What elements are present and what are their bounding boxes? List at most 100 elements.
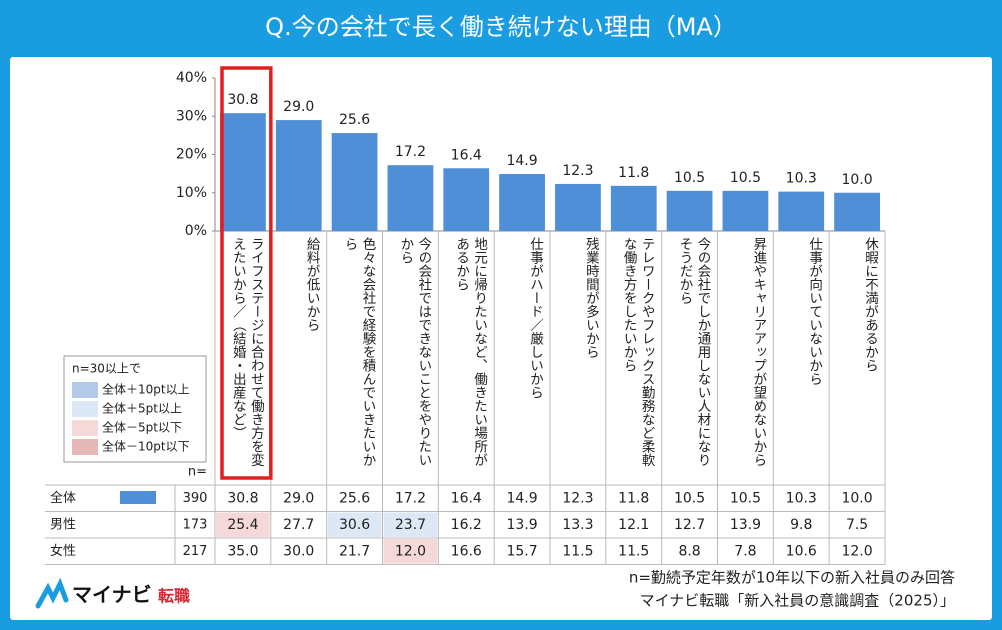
bar <box>387 165 434 231</box>
category-label: 給料が低いから <box>303 237 320 332</box>
category-label: テレワークやフレックス勤務など柔軟な働き方をしたいから <box>620 237 655 467</box>
bar <box>499 174 545 231</box>
cell: 7.8 <box>734 543 756 559</box>
cell: 12.0 <box>841 543 872 559</box>
cell: 10.5 <box>674 490 705 506</box>
category-label: 今の会社ではできないことをやりたいから <box>397 237 432 467</box>
cell: 17.2 <box>395 490 426 506</box>
cell: 29.0 <box>283 490 314 506</box>
cell: 30.0 <box>283 543 314 559</box>
value-label: 11.8 <box>618 165 649 181</box>
bar <box>555 183 601 231</box>
cell: 10.5 <box>730 490 761 506</box>
logo-sub: 転職 <box>158 587 190 606</box>
bar <box>778 191 825 231</box>
category-label: 昇進やキャリアアップが望めないから <box>750 237 767 467</box>
row-n: 217 <box>183 544 208 559</box>
logo-mark <box>35 577 69 609</box>
cell: 10.3 <box>786 490 817 506</box>
cell-highlight <box>216 512 270 537</box>
cell: 12.7 <box>674 517 705 533</box>
cell: 8.8 <box>678 543 700 559</box>
bar <box>443 168 490 231</box>
cell: 30.8 <box>227 490 258 506</box>
value-label: 29.0 <box>283 99 314 115</box>
category-label: 色々な会社で経験を積んでいきたいから <box>341 237 376 467</box>
category-label: 残業時間が多いから <box>582 237 599 359</box>
table-swatch <box>120 491 156 504</box>
cell: 23.7 <box>395 517 426 533</box>
bar <box>610 185 657 231</box>
cell: 12.1 <box>618 517 649 533</box>
value-label: 10.3 <box>786 171 817 187</box>
cell: 12.3 <box>562 490 593 506</box>
row-label: 男性 <box>50 517 76 532</box>
cell-highlight <box>383 539 438 564</box>
bar <box>275 120 322 231</box>
legend-label: 全体＋10pt以上 <box>102 382 190 397</box>
cell: 9.8 <box>790 517 812 533</box>
legend-label: 全体＋5pt以上 <box>102 401 182 416</box>
bar <box>722 190 769 231</box>
cell: 16.6 <box>451 543 482 559</box>
cell: 11.5 <box>618 543 649 559</box>
cell-highlight <box>383 512 438 537</box>
value-label: 10.5 <box>730 170 761 186</box>
legend-swatch <box>72 382 98 398</box>
cell: 25.6 <box>339 490 370 506</box>
cell: 13.9 <box>506 517 537 533</box>
cell: 21.7 <box>339 543 370 559</box>
cell: 16.4 <box>451 490 482 506</box>
cell: 14.9 <box>506 490 537 506</box>
cell-highlight <box>327 512 382 537</box>
category-label: 仕事が向いていないから <box>806 237 823 386</box>
cell: 12.0 <box>395 543 426 559</box>
logo-text: マイナビ <box>72 583 152 607</box>
cell: 10.0 <box>841 490 872 506</box>
row-n: 390 <box>183 491 208 506</box>
cell: 15.7 <box>506 543 537 559</box>
value-label: 17.2 <box>395 144 426 160</box>
cell: 10.6 <box>786 543 817 559</box>
row-label: 全体 <box>50 490 76 506</box>
y-tick-label: 30% <box>176 108 207 124</box>
legend-label: 全体－10pt以下 <box>102 439 190 454</box>
cell: 35.0 <box>227 543 258 559</box>
row-label: 女性 <box>50 543 76 559</box>
legend-title: n=30以上で <box>72 362 141 376</box>
value-label: 10.0 <box>841 172 872 188</box>
note: n=勤続予定年数が10年以下の新入社員のみ回答 <box>629 569 955 587</box>
value-label: 14.9 <box>506 153 537 169</box>
y-tick-label: 40% <box>176 70 207 86</box>
y-tick-label: 10% <box>176 185 207 201</box>
bar <box>220 113 266 231</box>
cell: 11.5 <box>562 543 593 559</box>
cell: 7.5 <box>846 517 868 533</box>
bar <box>666 190 713 231</box>
cell: 27.7 <box>283 517 314 533</box>
category-label: 今の会社でしか通用しない人材になりそうだから <box>676 237 711 467</box>
legend-swatch <box>72 420 98 436</box>
cell: 25.4 <box>227 517 258 533</box>
legend-swatch <box>72 439 98 455</box>
card <box>10 57 992 620</box>
cell: 30.6 <box>339 517 370 533</box>
highlight-box <box>220 66 273 480</box>
category-label: 仕事がハード／厳しいから <box>526 237 543 399</box>
bar <box>834 192 880 231</box>
row-n: 173 <box>183 517 208 532</box>
category-label: ライフステージに合わせて働き方を変えたいから／（結婚・出産など） <box>229 237 264 467</box>
title: Q.今の会社で長く働き続けない理由（MA） <box>265 13 737 41</box>
legend-label: 全体－5pt以下 <box>102 420 182 435</box>
category-label: 地元に帰りたいなど、働きたい場所があるから <box>453 237 488 467</box>
y-tick-label: 20% <box>176 147 207 163</box>
value-label: 12.3 <box>562 163 593 179</box>
value-label: 10.5 <box>674 170 705 186</box>
cell: 11.8 <box>618 490 649 506</box>
n-header: n= <box>188 465 207 480</box>
note: マイナビ転職「新入社員の意識調査（2025）」 <box>640 592 955 610</box>
bar <box>331 133 378 231</box>
value-label: 16.4 <box>451 147 482 163</box>
